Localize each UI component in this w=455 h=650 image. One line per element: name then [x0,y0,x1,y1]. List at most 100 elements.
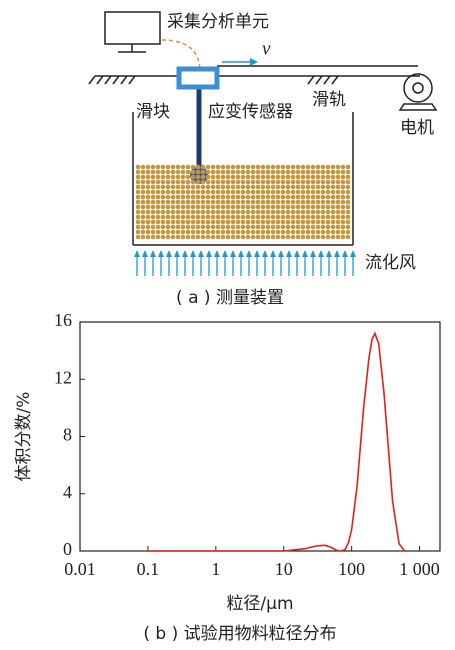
particle [256,165,261,170]
particle [331,190,336,195]
particle [311,225,316,230]
particle [291,230,296,235]
particle [231,235,236,240]
particle [171,215,176,220]
particle [306,220,311,225]
particle [306,185,311,190]
wind-arrows [134,250,356,276]
particle [306,230,311,235]
particle [176,230,181,235]
particle [196,200,201,205]
particle [331,205,336,210]
label: 采集分析单元 [167,12,269,32]
particle [196,175,201,180]
particle [336,180,341,185]
particle [326,215,331,220]
particle [196,205,201,210]
particle [316,215,321,220]
particle [241,235,246,240]
particle [166,195,171,200]
particle [181,185,186,190]
particle [301,170,306,175]
particle [316,220,321,225]
particle [326,195,331,200]
particle [341,190,346,195]
wind-arrowhead [326,250,332,257]
particle [336,235,341,240]
particle [221,215,226,220]
particle [246,170,251,175]
particle [171,230,176,235]
particle [246,230,251,235]
particle [301,180,306,185]
particle [141,225,146,230]
particle [251,180,256,185]
particle [201,165,206,170]
particle [251,220,256,225]
particle [251,190,256,195]
particle [186,200,191,205]
particle [336,195,341,200]
particle [256,210,261,215]
particle [301,210,306,215]
particle [231,225,236,230]
particle [146,220,151,225]
particle [286,230,291,235]
particle [151,230,156,235]
particle [206,190,211,195]
motor-hub [413,83,423,93]
velocity-arrowhead [250,58,258,66]
particle [191,190,196,195]
particle [341,180,346,185]
particle [261,220,266,225]
particle [181,170,186,175]
particle [336,185,341,190]
particle [301,190,306,195]
particle [241,225,246,230]
particle [316,175,321,180]
particle [266,205,271,210]
particle [226,215,231,220]
particle [136,200,141,205]
particle [146,235,151,240]
particle [326,170,331,175]
particle [211,200,216,205]
particle [216,190,221,195]
particle [156,235,161,240]
particle [196,170,201,175]
particle [336,230,341,235]
particle [251,175,256,180]
particle [156,165,161,170]
particle [231,165,236,170]
particle [166,175,171,180]
particle [261,210,266,215]
particle [301,215,306,220]
particle [251,195,256,200]
particle [301,175,306,180]
particle [161,205,166,210]
particle [321,165,326,170]
particle [336,215,341,220]
particle [246,175,251,180]
particle [281,220,286,225]
particle [166,235,171,240]
x-tick-label: 100 [338,559,365,579]
particle [166,215,171,220]
label: 滑轨 [312,90,346,110]
particle [296,230,301,235]
particle [296,220,301,225]
particle [191,215,196,220]
particle [216,170,221,175]
particle [226,195,231,200]
particle [286,210,291,215]
particle [136,180,141,185]
particle [286,215,291,220]
particle [146,185,151,190]
particle [136,195,141,200]
particle [286,180,291,185]
particle [206,225,211,230]
particle [261,215,266,220]
particle [221,235,226,240]
particle [156,200,161,205]
particle [201,170,206,175]
